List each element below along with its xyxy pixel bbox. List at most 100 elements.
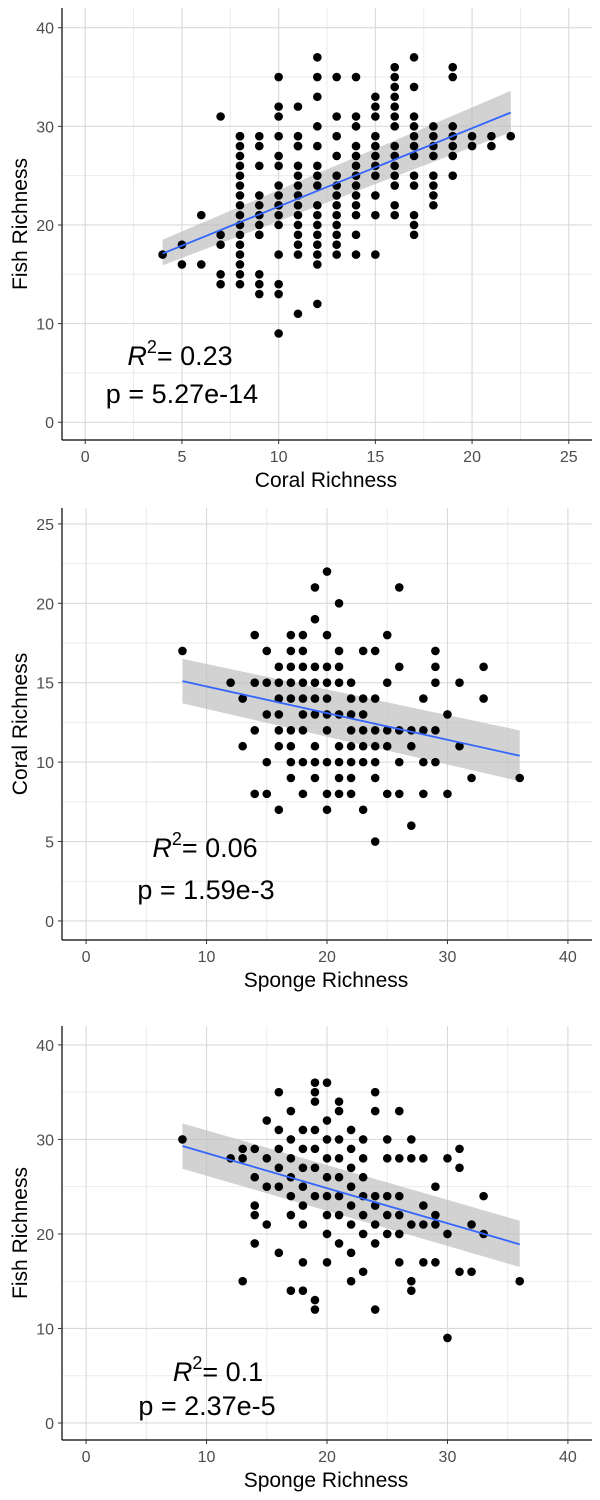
r-squared-symbol: R xyxy=(173,1357,193,1387)
scatter-point xyxy=(286,1135,296,1144)
scatter-point xyxy=(358,1172,368,1182)
x-tick-label: 15 xyxy=(366,449,384,466)
scatter-point xyxy=(313,220,322,230)
scatter-point xyxy=(274,1087,284,1097)
scatter-point xyxy=(238,1154,247,1163)
scatter-point xyxy=(455,678,464,688)
scatter-point xyxy=(334,662,344,672)
x-tick-label: 10 xyxy=(198,949,216,966)
scatter-point xyxy=(313,141,322,151)
scatter-point xyxy=(431,646,440,656)
scatter-point xyxy=(370,1220,380,1229)
scatter-point xyxy=(235,260,245,269)
scatter-point xyxy=(274,181,283,190)
scatter-point xyxy=(293,240,303,250)
scatter-point xyxy=(262,757,272,767)
scatter-point xyxy=(322,694,332,703)
scatter-point xyxy=(351,122,361,131)
scatter-point xyxy=(371,250,380,259)
scatter-point xyxy=(515,773,525,783)
scatter-point xyxy=(448,72,458,82)
scatter-point xyxy=(262,646,272,656)
scatter-point xyxy=(334,773,344,783)
scatter-point xyxy=(196,260,206,269)
y-tick-label: 30 xyxy=(36,119,54,136)
y-tick-label: 15 xyxy=(36,676,54,693)
scatter-point xyxy=(394,1229,404,1239)
scatter-point xyxy=(293,210,303,220)
scatter-point xyxy=(429,151,438,161)
scatter-point xyxy=(298,630,308,640)
scatter-point xyxy=(286,1106,296,1116)
scatter-point xyxy=(313,230,322,240)
scatter-point xyxy=(467,1267,476,1277)
scatter-point xyxy=(216,112,225,121)
scatter-point xyxy=(429,122,438,131)
scatter-point xyxy=(443,1154,452,1163)
scatter-point xyxy=(409,112,419,121)
scatter-point xyxy=(313,171,322,180)
scatter-point xyxy=(334,757,344,767)
scatter-point xyxy=(409,230,419,240)
r-squared-symbol: R xyxy=(127,341,147,371)
scatter-point xyxy=(274,1125,284,1135)
trend-line xyxy=(182,1145,520,1246)
scatter-point xyxy=(455,741,464,751)
scatter-point xyxy=(371,112,380,121)
scatter-point xyxy=(286,741,296,751)
x-tick-label: 40 xyxy=(559,949,577,966)
trend-line xyxy=(162,111,512,255)
scatter-point xyxy=(394,1154,404,1163)
scatter-point xyxy=(262,710,272,719)
scatter-point xyxy=(370,646,380,656)
scatter-point xyxy=(371,92,380,102)
scatter-point xyxy=(332,230,341,240)
scatter-point xyxy=(390,200,400,210)
scatter-point xyxy=(235,279,245,289)
x-tick-label: 40 xyxy=(559,1449,577,1466)
scatter-point xyxy=(238,1144,247,1154)
scatter-point xyxy=(254,270,264,279)
scatter-point xyxy=(515,1276,525,1286)
scatter-point xyxy=(274,1248,284,1258)
r-squared-value: = 0.23 xyxy=(157,341,233,371)
scatter-point xyxy=(448,141,458,151)
x-axis-title: Sponge Richness xyxy=(244,1469,409,1492)
r-squared-value: = 0.06 xyxy=(182,833,258,863)
scatter-point xyxy=(334,1106,344,1116)
scatter-point xyxy=(431,1210,440,1220)
scatter-point xyxy=(334,1097,344,1106)
panel-fish-vs-coral: 0 5 10 15 20 25 0 10 20 30 40 Coral Richness Fish Ri… xyxy=(0,0,600,500)
scatter-point xyxy=(254,200,264,210)
scatter-point xyxy=(293,161,303,171)
x-axis-title: Coral Richness xyxy=(255,469,397,492)
scatter-point xyxy=(235,141,245,151)
scatter-point xyxy=(216,279,225,289)
scatter-point xyxy=(390,92,400,102)
scatter-point xyxy=(419,1220,428,1229)
scatter-point xyxy=(346,1144,356,1154)
scatter-point xyxy=(250,678,260,688)
scatter-point xyxy=(298,1144,308,1154)
scatter-point xyxy=(274,678,284,688)
scatter-point xyxy=(235,270,245,279)
scatter-point xyxy=(216,270,225,279)
scatter-point xyxy=(298,710,308,719)
x-tick-label: 0 xyxy=(82,1449,91,1466)
scatter-point xyxy=(322,1258,332,1267)
scatter-point xyxy=(370,726,380,735)
scatter-point xyxy=(351,72,361,82)
scatter-point xyxy=(443,789,452,799)
scatter-point xyxy=(382,1210,392,1220)
y-tick-label: 30 xyxy=(36,1132,54,1149)
scatter-point xyxy=(382,1229,392,1239)
x-tick-label: 20 xyxy=(463,449,481,466)
scatter-point xyxy=(371,151,380,161)
scatter-point xyxy=(506,131,516,141)
scatter-point xyxy=(322,1172,332,1182)
scatter-point xyxy=(370,757,380,767)
y-axis-title: Fish Richness xyxy=(9,158,32,290)
scatter-point xyxy=(431,1182,440,1191)
scatter-point xyxy=(334,1172,344,1182)
panel-coral-vs-sponge: 0 10 20 30 40 0 5 10 15 20 25 Sponge Richness Coral … xyxy=(0,500,600,1000)
